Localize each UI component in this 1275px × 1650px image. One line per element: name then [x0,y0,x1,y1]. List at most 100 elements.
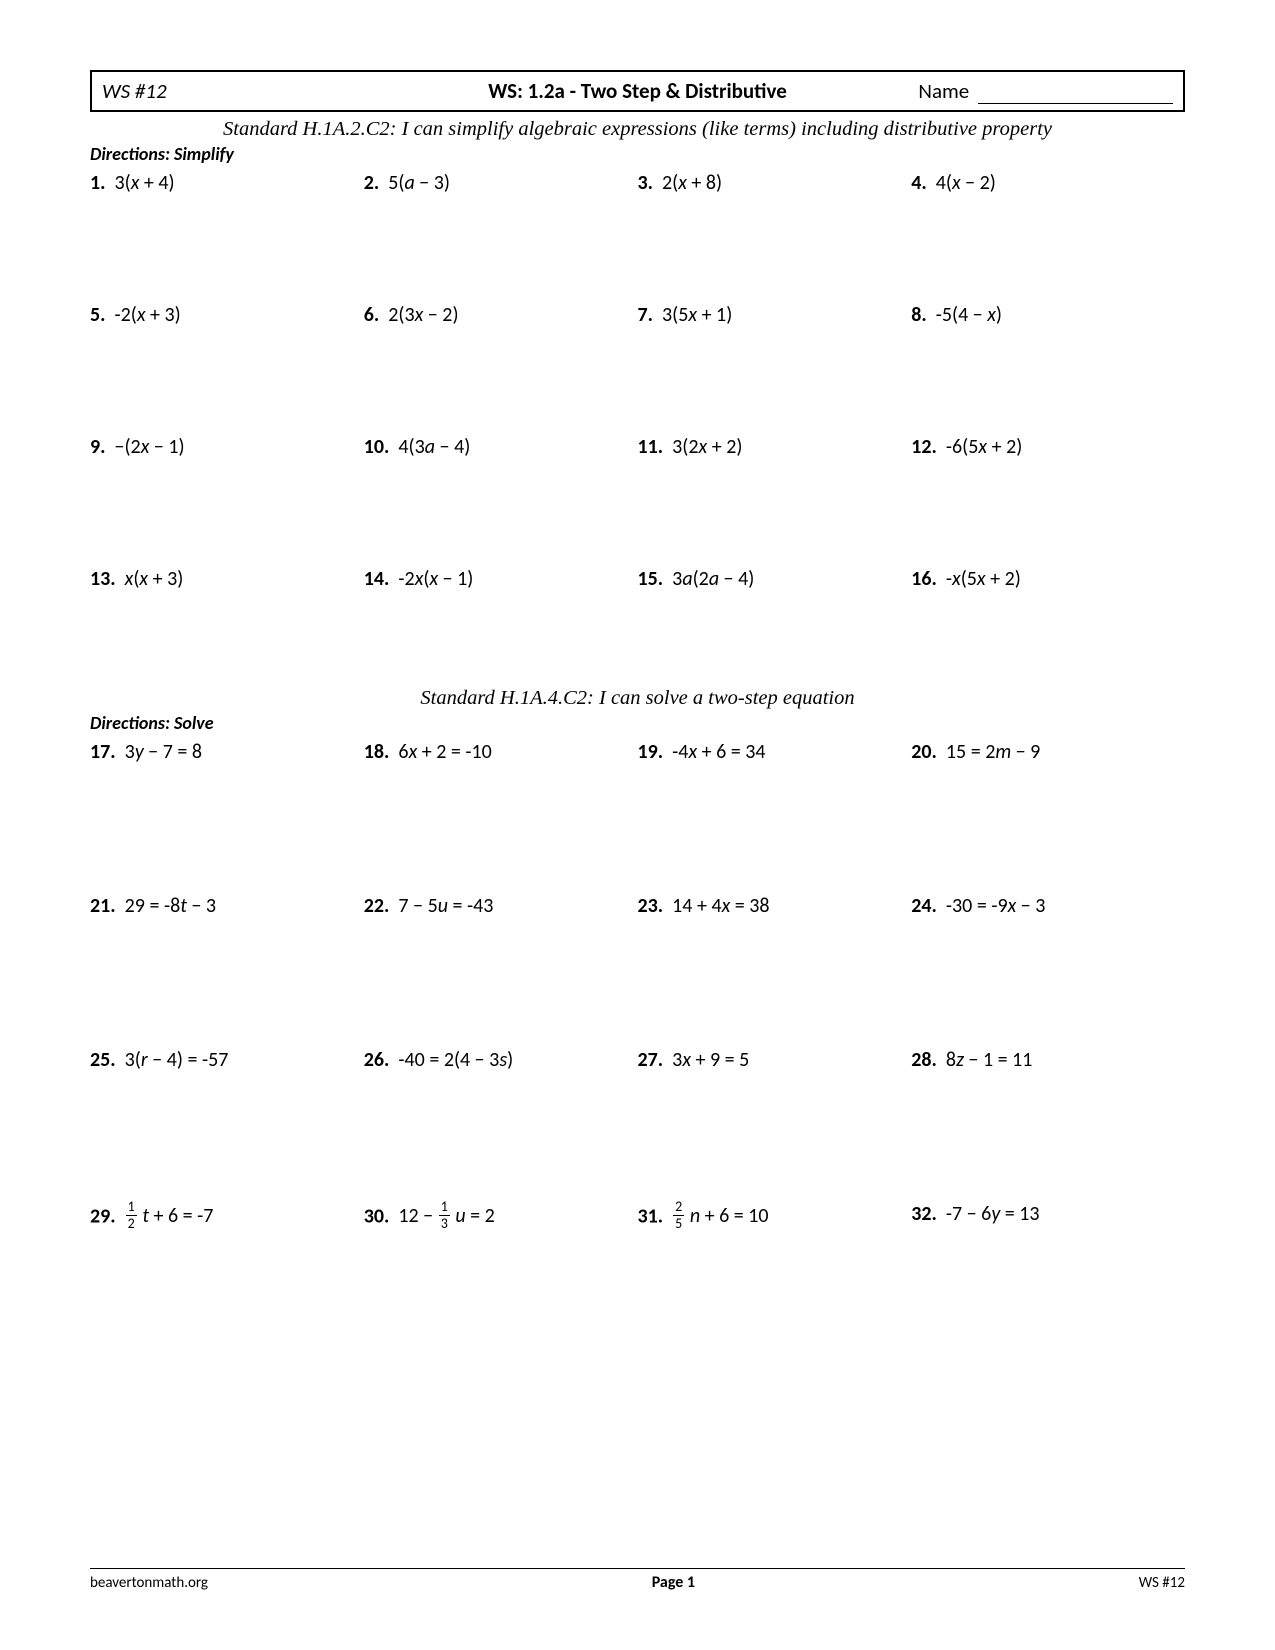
problem: 31. 25 n + 6 = 10 [638,1202,912,1273]
footer-center: Page 1 [652,1573,695,1592]
problem: 16. -x(5x + 2) [911,567,1185,671]
problem-expression: 3(2x + 2) [672,435,742,459]
problem: 27. 3x + 9 = 5 [638,1048,912,1202]
problem-expression: 14 + 4x = 38 [672,894,769,918]
standard-1: Standard H.1A.2.C2: I can simplify algeb… [90,118,1185,141]
problem-number: 12. [911,435,937,459]
problem-number: 19. [638,740,664,764]
problem-expression: 3x + 9 = 5 [672,1048,749,1072]
problem: 2. 5(a − 3) [364,171,638,303]
problem-expression: x(x + 3) [125,567,184,591]
problem-number: 9. [90,435,105,459]
name-blank-line[interactable] [978,88,1173,104]
problem: 8. -5(4 − x) [911,303,1185,435]
problem-expression: -40 = 2(4 − 3s) [398,1048,513,1072]
problem-number: 23. [638,894,664,918]
problem-number: 14. [364,567,390,591]
problem: 15. 3a(2a − 4) [638,567,912,671]
problem-number: 24. [911,894,937,918]
problem-expression: -5(4 − x) [936,303,1002,327]
problem-expression: 2(x + 8) [662,171,722,195]
problem: 12. -6(5x + 2) [911,435,1185,567]
problem-number: 15. [638,567,664,591]
name-area: Name [852,78,1173,104]
problem-expression: 15 = 2m − 9 [946,740,1040,764]
problem-number: 11. [638,435,664,459]
problem-number: 7. [638,303,653,327]
problem-number: 29. [90,1204,116,1228]
problem-expression: −(2x − 1) [115,435,185,459]
problem-number: 20. [911,740,937,764]
problem-number: 1. [90,171,105,195]
problem: 5. -2(x + 3) [90,303,364,435]
problem: 9. −(2x − 1) [90,435,364,567]
problem: 22. 7 − 5u = -43 [364,894,638,1048]
problem-expression: -2x(x − 1) [398,567,473,591]
problem: 4. 4(x − 2) [911,171,1185,303]
problem: 13. x(x + 3) [90,567,364,671]
problem: 28. 8z − 1 = 11 [911,1048,1185,1202]
problem-number: 10. [364,435,390,459]
problem: 23. 14 + 4x = 38 [638,894,912,1048]
problem-number: 28. [911,1048,937,1072]
footer-page-label: Page [652,1573,684,1592]
problem-expression: -2(x + 3) [115,303,181,327]
problem: 20. 15 = 2m − 9 [911,740,1185,894]
problem-number: 13. [90,567,116,591]
problem-expression: 3(r − 4) = -57 [125,1048,229,1072]
problem: 26. -40 = 2(4 − 3s) [364,1048,638,1202]
problem-expression: 7 − 5u = -43 [398,894,493,918]
directions-2: Directions: Solve [90,712,1185,734]
problem: 6. 2(3x − 2) [364,303,638,435]
problem-expression: 6x + 2 = -10 [398,740,491,764]
problem: 10. 4(3a − 4) [364,435,638,567]
problem: 24. -30 = -9x − 3 [911,894,1185,1048]
problem-expression: 3(5x + 1) [662,303,732,327]
problem-number: 22. [364,894,390,918]
worksheet-page: WS #12 WS: 1.2a - Two Step & Distributiv… [0,0,1275,1650]
problem-expression: -x(5x + 2) [946,567,1021,591]
problem-expression: 5(a − 3) [388,171,450,195]
problem-expression: -30 = -9x − 3 [946,894,1045,918]
problem-expression: 2(3x − 2) [388,303,458,327]
header-box: WS #12 WS: 1.2a - Two Step & Distributiv… [90,70,1185,112]
problem-number: 8. [911,303,926,327]
problem-number: 16. [911,567,937,591]
problem: 18. 6x + 2 = -10 [364,740,638,894]
problem-number: 25. [90,1048,116,1072]
problem-expression: 29 = -8t − 3 [125,894,216,918]
problem-number: 18. [364,740,390,764]
footer-page-num: 1 [687,1573,695,1592]
problem-expression: 12 − 13 u = 2 [398,1204,494,1228]
problem: 3. 2(x + 8) [638,171,912,303]
problem-expression: 3(x + 4) [115,171,175,195]
problem-number: 26. [364,1048,390,1072]
problem-grid-1: 1. 3(x + 4)2. 5(a − 3)3. 2(x + 8)4. 4(x … [90,171,1185,671]
problem-expression: -6(5x + 2) [946,435,1022,459]
directions-1: Directions: Simplify [90,143,1185,165]
problem-expression: 12 t + 6 = -7 [125,1204,214,1228]
problem-expression: 3a(2a − 4) [672,567,754,591]
problem: 14. -2x(x − 1) [364,567,638,671]
ws-number: WS #12 [102,78,423,104]
problem-number: 5. [90,303,105,327]
problem: 32. -7 − 6y = 13 [911,1202,1185,1273]
problem-number: 3. [638,171,653,195]
problem-expression: -4x + 6 = 34 [672,740,765,764]
problem: 7. 3(5x + 1) [638,303,912,435]
problem-expression: 8z − 1 = 11 [946,1048,1032,1072]
problem: 25. 3(r − 4) = -57 [90,1048,364,1202]
problem-expression: 4(x − 2) [936,171,996,195]
problem: 30. 12 − 13 u = 2 [364,1202,638,1273]
footer-left: beavertonmath.org [90,1574,208,1592]
ws-title: WS: 1.2a - Two Step & Distributive [423,78,851,104]
problem-number: 30. [364,1204,390,1228]
problem-number: 17. [90,740,116,764]
problem-number: 32. [911,1202,937,1226]
problem: 19. -4x + 6 = 34 [638,740,912,894]
problem-expression: 25 n + 6 = 10 [672,1204,768,1228]
problem: 11. 3(2x + 2) [638,435,912,567]
name-label: Name [918,78,969,104]
problem-number: 2. [364,171,379,195]
problem: 29. 12 t + 6 = -7 [90,1202,364,1273]
